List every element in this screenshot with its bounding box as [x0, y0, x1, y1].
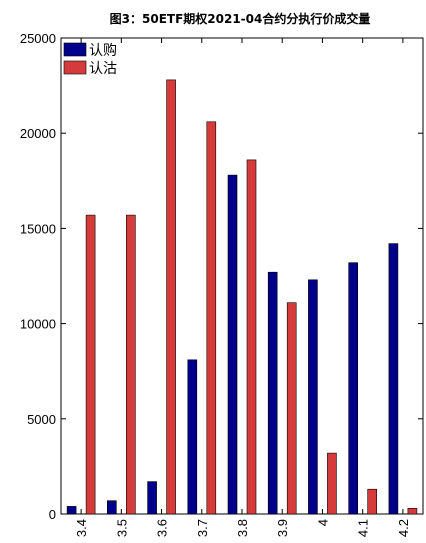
x-tick-label: 3.8: [235, 519, 250, 537]
y-tick-label: 15000: [20, 221, 56, 236]
bar-put-3.9: [286, 302, 297, 515]
bar-put-3.5: [126, 214, 136, 515]
y-tick-label: 10000: [20, 317, 56, 332]
y-tick-label: 20000: [20, 126, 56, 141]
bar-put-3.8: [246, 159, 257, 515]
bar-call-3.5: [107, 500, 117, 515]
bar-call-4.2: [388, 243, 399, 515]
bar-call-3.4: [66, 506, 77, 515]
plot-area: [60, 37, 424, 515]
bar-put-4.1: [367, 488, 378, 515]
x-tick-label: 4: [315, 519, 330, 526]
x-tick-label: 3.7: [195, 519, 210, 537]
bar-call-4: [308, 279, 318, 515]
bars-layer: [66, 79, 418, 515]
bar-put-4: [327, 452, 337, 515]
y-axis: 0 5000 10000 15000 20000 25000: [20, 31, 423, 522]
legend-swatch-call: [63, 42, 87, 57]
bar-call-3.6: [147, 481, 157, 515]
legend-label-call: 认购: [89, 43, 117, 59]
bar-call-4.1: [348, 262, 359, 515]
y-tick-label: 5000: [27, 412, 56, 427]
bar-call-3.9: [267, 271, 278, 515]
bar-call-3.8: [227, 174, 238, 515]
y-tick-label: 25000: [20, 31, 56, 46]
x-tick-label: 4.2: [396, 519, 411, 537]
x-axis: 3.4 3.5 3.6 3.7 3.8 3.9 4 4.1 4.2: [74, 38, 411, 537]
chart-title: 图3：50ETF期权2021-04合约分执行价成交量: [110, 11, 371, 26]
legend-label-put: 认沽: [89, 61, 117, 77]
bar-call-3.7: [187, 359, 198, 515]
bar-put-4.2: [407, 507, 418, 515]
y-tick-label: 0: [49, 507, 56, 522]
x-tick-label: 3.5: [114, 519, 129, 537]
legend-swatch-put: [63, 60, 87, 75]
x-tick-label: 3.6: [155, 519, 170, 537]
bar-put-3.4: [85, 214, 96, 515]
bar-put-3.7: [206, 121, 217, 515]
x-tick-label: 3.4: [74, 519, 89, 537]
x-tick-label: 4.1: [356, 519, 371, 537]
x-tick-label: 3.9: [275, 519, 290, 537]
bar-put-3.6: [166, 79, 176, 515]
